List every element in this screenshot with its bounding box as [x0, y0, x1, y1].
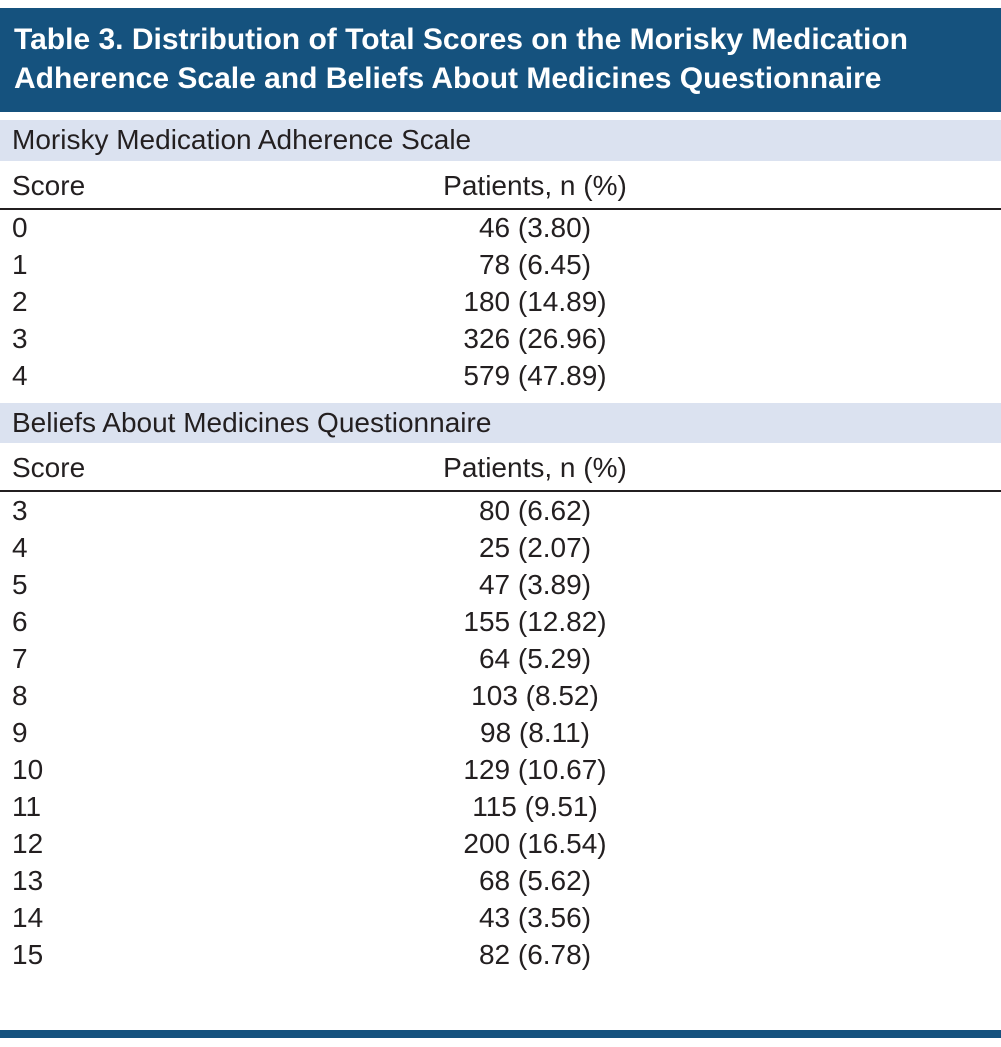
- score-cell: 5: [12, 568, 28, 600]
- score-cell: 15: [12, 938, 44, 970]
- patients-cell: 46 (3.80): [478, 212, 592, 244]
- score-cell: 7: [12, 642, 28, 674]
- table-row: 3 80 (6.62): [0, 492, 1001, 529]
- patients-cell: 326 (26.96): [463, 323, 607, 355]
- column-header-score: Score: [12, 169, 86, 201]
- patients-cell: 129 (10.67): [463, 753, 607, 785]
- score-cell: 12: [12, 827, 44, 859]
- patients-cell: 78 (6.45): [478, 249, 592, 281]
- score-cell: 4: [12, 531, 28, 563]
- table-row: 13 68 (5.62): [0, 862, 1001, 899]
- patients-cell: 64 (5.29): [478, 642, 592, 674]
- score-cell: 0: [12, 212, 28, 244]
- score-cell: 9: [12, 716, 28, 748]
- patients-cell: 25 (2.07): [478, 531, 592, 563]
- patients-cell: 98 (8.11): [480, 716, 590, 748]
- patients-cell: 200 (16.54): [463, 827, 607, 859]
- patients-cell: 180 (14.89): [463, 286, 607, 318]
- column-header-row: Score Patients, n (%): [0, 161, 1001, 210]
- section-header-0: Morisky Medication Adherence Scale: [0, 120, 1001, 161]
- table-row: 4 579 (47.89): [0, 358, 1001, 395]
- score-cell: 1: [12, 249, 28, 281]
- patients-cell: 43 (3.56): [478, 901, 592, 933]
- table-row: 7 64 (5.29): [0, 640, 1001, 677]
- table-title-bar: Table 3. Distribution of Total Scores on…: [0, 8, 1001, 112]
- score-cell: 2: [12, 286, 28, 318]
- score-cell: 4: [12, 360, 28, 392]
- table-row: 8 103 (8.52): [0, 677, 1001, 714]
- patients-cell: 80 (6.62): [478, 494, 592, 526]
- column-header-score: Score: [12, 452, 86, 484]
- section-header-1: Beliefs About Medicines Questionnaire: [0, 402, 1001, 444]
- patients-cell: 103 (8.52): [471, 679, 599, 711]
- table-row: 0 46 (3.80): [0, 210, 1001, 247]
- score-cell: 3: [12, 323, 28, 355]
- table-row: 4 25 (2.07): [0, 529, 1001, 566]
- patients-cell: 82 (6.78): [478, 938, 592, 970]
- table-row: 15 82 (6.78): [0, 936, 1001, 973]
- table-row: 3 326 (26.96): [0, 321, 1001, 358]
- table-row: 1 78 (6.45): [0, 247, 1001, 284]
- table-row: 2 180 (14.89): [0, 284, 1001, 321]
- table-row: 12 200 (16.54): [0, 825, 1001, 862]
- table-row: 5 47 (3.89): [0, 566, 1001, 603]
- table-title: Table 3. Distribution of Total Scores on…: [14, 23, 908, 95]
- score-cell: 3: [12, 494, 28, 526]
- column-header-patients: Patients, n (%): [443, 452, 627, 484]
- patients-cell: 155 (12.82): [463, 605, 607, 637]
- score-cell: 8: [12, 679, 28, 711]
- table-sections: Morisky Medication Adherence Scale Score P…: [0, 112, 1001, 973]
- patients-cell: 68 (5.62): [478, 864, 592, 896]
- table-row: 14 43 (3.56): [0, 899, 1001, 936]
- score-cell: 13: [12, 864, 44, 896]
- patients-cell: 115 (9.51): [472, 790, 598, 822]
- table-row: 11 115 (9.51): [0, 788, 1001, 825]
- table-row: 9 98 (8.11): [0, 714, 1001, 751]
- score-cell: 10: [12, 753, 44, 785]
- column-header-row: Score Patients, n (%): [0, 443, 1001, 493]
- table-row: 10 129 (10.67): [0, 751, 1001, 788]
- bottom-rule: [0, 1030, 1001, 1038]
- score-cell: 14: [12, 901, 44, 933]
- column-header-patients: Patients, n (%): [443, 169, 627, 201]
- patients-cell: 47 (3.89): [478, 568, 592, 600]
- score-cell: 6: [12, 605, 28, 637]
- patients-cell: 579 (47.89): [463, 360, 607, 392]
- table-row: 6 155 (12.82): [0, 603, 1001, 640]
- score-cell: 11: [12, 790, 42, 822]
